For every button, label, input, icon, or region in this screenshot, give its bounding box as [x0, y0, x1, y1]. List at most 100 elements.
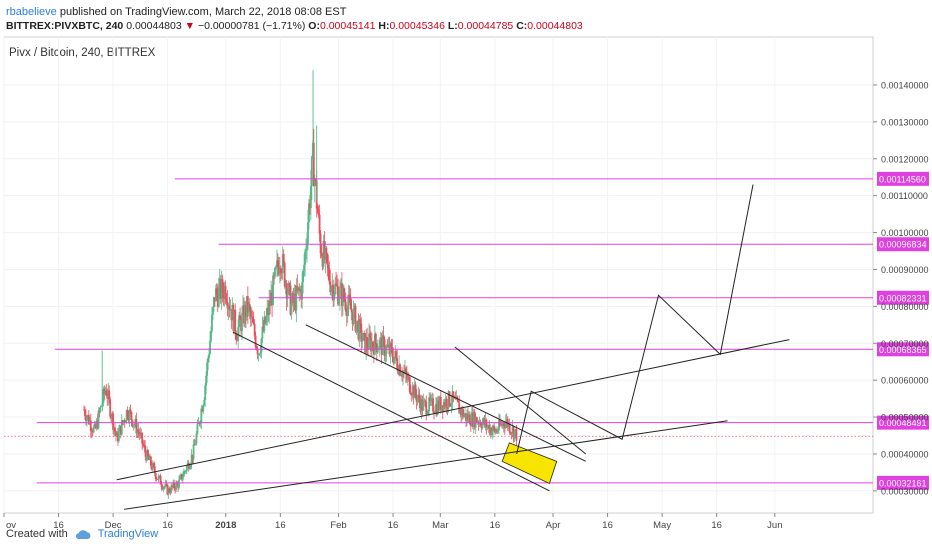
candle-body — [95, 420, 98, 429]
candle-body — [347, 294, 350, 306]
candle-body — [180, 474, 182, 477]
y-tick-label: 0.00090000 — [881, 265, 929, 275]
x-tick-label: Apr — [546, 520, 561, 531]
candle-body — [224, 286, 227, 300]
candle-body — [486, 426, 489, 428]
trend-line — [123, 420, 728, 510]
candle-body — [320, 253, 323, 256]
plot-frame — [3, 36, 874, 514]
candle-body — [386, 346, 389, 348]
candle-body — [154, 473, 157, 479]
candle-body — [444, 398, 447, 407]
candle-body — [373, 333, 376, 355]
candle-body — [217, 287, 220, 307]
price-axis[interactable]: 0.00140000 0.00130000 0.00120000 0.00110000… — [873, 80, 929, 496]
candle-body — [512, 426, 515, 439]
candle-body — [256, 348, 259, 355]
candle-body — [136, 429, 139, 434]
candle-body — [361, 340, 364, 342]
candle-body — [218, 279, 221, 288]
candle-body — [442, 402, 445, 412]
candle-body — [202, 405, 205, 412]
candle-body — [175, 482, 178, 490]
candle-body — [352, 308, 355, 324]
candle-body — [91, 431, 94, 433]
candle-body — [462, 408, 465, 417]
candle-body — [457, 400, 460, 403]
candle-body — [441, 405, 444, 412]
candle-body — [318, 214, 321, 234]
candle-body — [233, 309, 236, 331]
level-label-bg — [877, 475, 929, 490]
trend-lines[interactable] — [116, 184, 790, 510]
horizontal-levels[interactable]: 0.00114560 0.00096834 0.00082331 0.00068365… — [4, 171, 929, 490]
candle-body — [329, 281, 332, 293]
candle-body — [117, 432, 119, 442]
candle-body — [287, 283, 290, 294]
candle-body — [480, 425, 483, 428]
candle-body — [473, 412, 476, 428]
candle-body — [487, 425, 490, 427]
candle-body — [395, 351, 398, 358]
candle-body — [433, 411, 435, 413]
highlight-box — [501, 442, 558, 485]
candle-body — [490, 427, 493, 435]
candle-body — [491, 431, 494, 435]
candle-body — [389, 343, 392, 355]
author-link[interactable]: rbabelieve — [6, 6, 57, 18]
candle-body — [475, 417, 478, 423]
grid-lines — [3, 37, 873, 513]
x-tick-label: 16 — [711, 520, 722, 531]
candle-body — [225, 299, 228, 303]
candle-body — [123, 420, 126, 423]
candle-body — [237, 327, 240, 341]
candle-body — [333, 294, 336, 301]
candle-body — [288, 283, 291, 286]
time-axis[interactable]: ov 16 Dec 16 2018 16 Feb 16 Mar 16 Apr 16 May 16 Jun — [3, 513, 782, 531]
candle-body — [168, 488, 171, 492]
candle-body — [306, 243, 308, 249]
x-tick-label: 16 — [388, 520, 399, 531]
candle-body — [394, 351, 397, 357]
candle-body — [214, 288, 217, 302]
candle-body — [96, 420, 99, 428]
candle-body — [281, 254, 284, 274]
candle-body — [465, 413, 467, 422]
level-label-bg — [877, 290, 929, 305]
tradingview-brand-link[interactable]: TradingView — [97, 528, 159, 540]
candle-body — [118, 425, 121, 431]
x-tick-label: 16 — [162, 520, 173, 531]
candle-body — [269, 300, 272, 306]
candle-body — [375, 344, 378, 353]
candle-body — [204, 385, 207, 400]
level-label: 0.00114560 — [879, 174, 926, 184]
candle-body — [401, 375, 403, 377]
candle-body — [443, 402, 446, 407]
candle-body — [215, 288, 218, 295]
candle-body — [387, 344, 390, 347]
candle-body — [263, 316, 266, 331]
candle-body — [271, 292, 273, 305]
candle-body — [470, 412, 473, 427]
candle-body — [231, 304, 234, 321]
candle-body — [427, 410, 430, 415]
candle-body — [446, 407, 449, 409]
candle-body — [307, 222, 309, 244]
candle-body — [326, 253, 329, 265]
candle-body — [147, 450, 149, 457]
candle-body — [332, 284, 335, 301]
candle-body — [422, 401, 425, 411]
candle-body — [187, 462, 190, 470]
candle-body — [503, 426, 506, 428]
candle-body — [403, 371, 405, 373]
candle-body — [498, 419, 500, 431]
candle-body — [319, 233, 322, 254]
candle-body — [341, 287, 344, 307]
candle-body — [156, 478, 159, 480]
candle-body — [460, 408, 463, 416]
candle-body — [382, 335, 385, 340]
candle-body — [115, 431, 117, 437]
candle-body — [150, 465, 153, 470]
candle-body — [84, 409, 86, 417]
